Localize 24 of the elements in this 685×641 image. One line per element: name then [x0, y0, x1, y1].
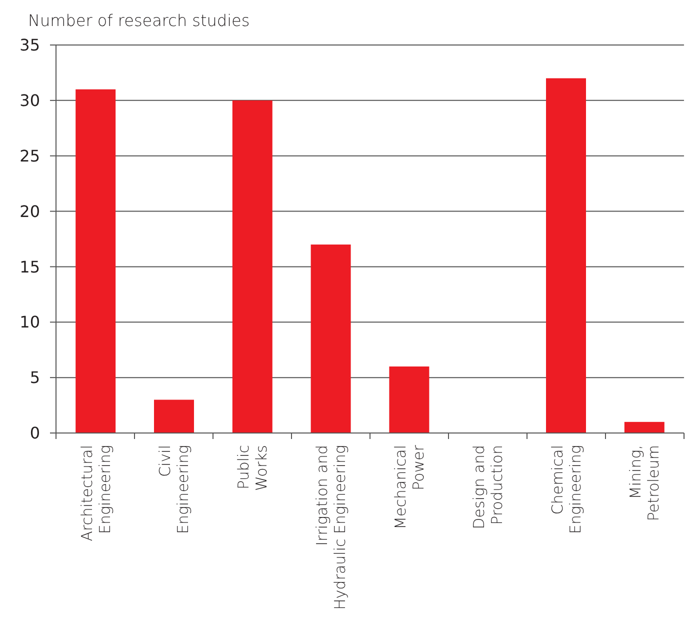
y-tick-label: 5	[30, 368, 40, 388]
y-tick-label: 0	[30, 424, 40, 443]
x-tick-label: Civil Engineering	[156, 445, 192, 534]
x-tick-label: Irrigation and Hydraulic Engineering	[313, 445, 350, 610]
x-tick-label: Mechanical Power	[391, 444, 428, 530]
bar	[232, 100, 272, 433]
x-tick-label: Architectural Engineering	[78, 445, 114, 542]
x-tick-label: Mining, Petroleum	[626, 445, 663, 522]
bar	[546, 78, 586, 433]
x-tick-label: Chemical Engineering	[548, 445, 584, 534]
y-axis-title: Number of research studies	[28, 11, 250, 30]
y-tick-label: 20	[20, 202, 40, 221]
y-tick-label: 35	[20, 36, 40, 55]
y-tick-label: 30	[20, 91, 40, 110]
bar	[624, 422, 664, 433]
y-tick-label: 10	[20, 312, 40, 332]
bar	[310, 244, 351, 433]
x-tick-label: Public Works	[234, 445, 271, 491]
y-tick-label: 25	[20, 146, 40, 166]
bar	[389, 366, 430, 433]
bar	[154, 400, 194, 433]
x-tick-label: Design and Production	[470, 445, 506, 530]
bar	[76, 89, 116, 433]
y-tick-label: 15	[20, 257, 40, 276]
